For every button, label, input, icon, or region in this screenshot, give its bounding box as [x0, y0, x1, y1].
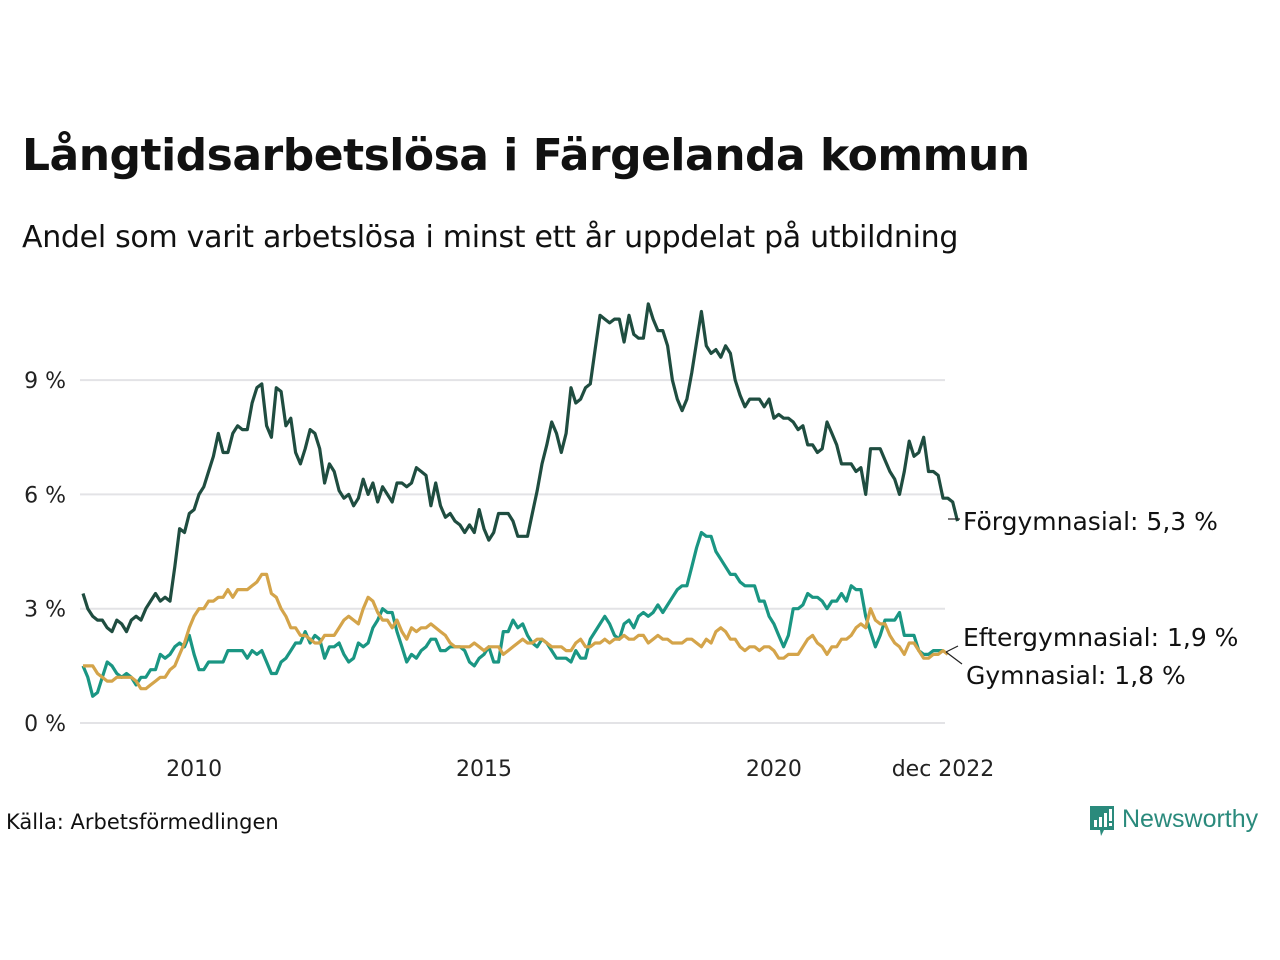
brand-name: Newsworthy	[1122, 804, 1259, 833]
series-line-eftergymnasial	[81, 530, 943, 698]
end-labels: Förgymnasial: 5,3 % Eftergymnasial: 1,9 %…	[945, 507, 1238, 690]
series-line-förgymnasial	[81, 302, 960, 634]
chart-title: Långtidsarbetslösa i Färgelanda kommun	[22, 130, 1030, 181]
y-tick-label: 0 %	[24, 712, 66, 737]
end-label-gymnasial: Gymnasial: 1,8 %	[966, 661, 1186, 690]
y-axis-ticks: 0 % 3 % 6 % 9 %	[24, 369, 66, 737]
y-tick-label: 6 %	[24, 483, 66, 508]
end-label-förgymnasial: Förgymnasial: 5,3 %	[963, 507, 1218, 536]
y-tick-label: 3 %	[24, 598, 66, 623]
label-connector	[945, 651, 963, 665]
label-connector	[945, 645, 959, 653]
bar-chart-speech-bubble-icon	[1088, 804, 1116, 836]
chart-subtitle: Andel som varit arbetslösa i minst ett å…	[22, 220, 959, 255]
y-tick-label: 9 %	[24, 369, 66, 394]
end-label-eftergymnasial: Eftergymnasial: 1,9 %	[963, 623, 1238, 652]
gridlines	[80, 379, 945, 724]
series-lines	[81, 302, 960, 698]
x-tick-label: dec 2022	[892, 757, 995, 782]
x-tick-label: 2010	[166, 757, 222, 782]
x-axis-ticks: 2010 2015 2020 dec 2022	[166, 757, 994, 782]
x-tick-label: 2020	[746, 757, 802, 782]
x-tick-label: 2015	[456, 757, 512, 782]
brand-logo: Newsworthy	[1088, 804, 1259, 836]
source-note: Källa: Arbetsförmedlingen	[6, 810, 279, 834]
series-line-gymnasial	[83, 572, 949, 691]
